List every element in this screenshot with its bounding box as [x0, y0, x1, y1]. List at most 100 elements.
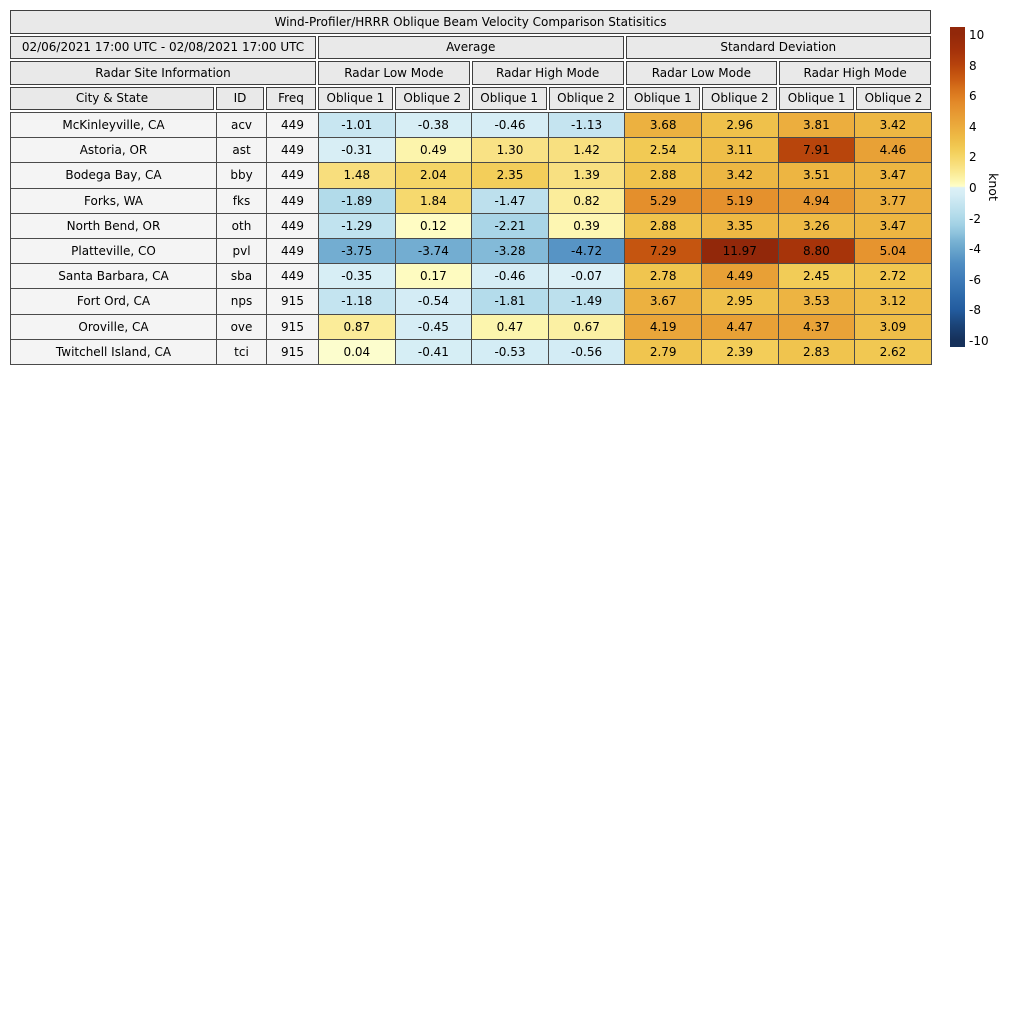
colorbar-tick-label: -10 — [969, 334, 989, 348]
value-cell: 7.91 — [777, 137, 856, 164]
col-header-city-state: City & State — [10, 86, 214, 110]
freq-cell: 449 — [266, 263, 319, 290]
colorbar-tick-label: -8 — [969, 303, 981, 318]
id-cell: fks — [216, 187, 267, 214]
value-cell: -4.72 — [547, 237, 626, 265]
value-cell: 1.84 — [394, 187, 473, 214]
value-cell: 0.49 — [394, 137, 473, 164]
value-cell: -1.29 — [318, 212, 396, 239]
value-cell: 3.35 — [700, 212, 779, 239]
value-cell: -3.75 — [318, 237, 396, 265]
value-cell: 0.17 — [394, 263, 473, 290]
value-cell: 4.47 — [700, 313, 779, 340]
id-cell: nps — [216, 288, 267, 315]
colorbar-gradient — [950, 27, 965, 347]
colorbar-tick-label: 8 — [969, 58, 977, 73]
value-cell: 2.62 — [854, 338, 932, 365]
value-cell: 3.26 — [777, 212, 856, 239]
value-cell: 3.68 — [624, 111, 702, 139]
value-cell: 3.42 — [700, 162, 779, 189]
value-cell: 2.95 — [700, 288, 779, 315]
value-cell: 1.48 — [318, 162, 396, 189]
id-cell: tci — [216, 338, 267, 365]
value-cell: 5.19 — [700, 187, 779, 214]
city-cell: Forks, WA — [10, 187, 217, 214]
value-cell: 2.45 — [777, 263, 856, 290]
value-cell: -3.74 — [394, 237, 473, 265]
value-cell: -1.13 — [547, 111, 626, 139]
city-cell: Oroville, CA — [10, 313, 217, 340]
mode-header-std-high: Radar High Mode — [779, 61, 931, 85]
value-cell: 2.96 — [700, 111, 779, 139]
col-header-freq: Freq — [266, 86, 316, 110]
colorbar-tick-label: 4 — [969, 119, 977, 134]
table-row: Santa Barbara, CA sba 449 -0.35 0.17 -0.46 -0.… — [10, 263, 932, 290]
col-header-oblique2-avg-high: Oblique 2 — [548, 86, 624, 110]
freq-cell: 449 — [266, 111, 319, 139]
colorbar-tick-label: -4 — [969, 242, 981, 257]
id-cell: ast — [216, 137, 267, 164]
value-cell: -0.56 — [547, 338, 626, 365]
col-header-oblique2-std-low: Oblique 2 — [702, 86, 778, 110]
value-cell: -0.46 — [471, 263, 549, 290]
colorbar-tick-label: -2 — [969, 211, 981, 226]
value-cell: 2.04 — [394, 162, 473, 189]
table-header: Wind-Profiler/HRRR Oblique Beam Velocity… — [10, 10, 931, 110]
id-cell: ove — [216, 313, 267, 340]
mode-header-std-low: Radar Low Mode — [625, 61, 778, 85]
value-cell: -1.49 — [547, 288, 626, 315]
value-cell: -1.81 — [471, 288, 549, 315]
value-cell: -1.47 — [471, 187, 549, 214]
colorbar-tick-label: 0 — [969, 181, 977, 195]
colorbar-tick-label: -6 — [969, 272, 981, 287]
city-cell: Twitchell Island, CA — [10, 338, 217, 365]
id-cell: bby — [216, 162, 267, 189]
value-cell: 5.04 — [854, 237, 932, 265]
value-cell: 2.78 — [624, 263, 702, 290]
value-cell: -0.41 — [394, 338, 473, 365]
col-header-id: ID — [216, 86, 264, 110]
freq-cell: 449 — [266, 237, 319, 265]
col-header-oblique1-std-high: Oblique 1 — [779, 86, 855, 110]
table-row: Fort Ord, CA nps 915 -1.18 -0.54 -1.81 -1.49 3.… — [10, 288, 932, 315]
value-cell: 3.42 — [854, 111, 932, 139]
table-row: Forks, WA fks 449 -1.89 1.84 -1.47 0.82 5.29 5.1… — [10, 187, 932, 214]
value-cell: 1.42 — [547, 137, 626, 164]
value-cell: 5.29 — [624, 187, 702, 214]
value-cell: -0.35 — [318, 263, 396, 290]
value-cell: 1.30 — [471, 137, 549, 164]
value-cell: 3.67 — [624, 288, 702, 315]
value-cell: 1.39 — [547, 162, 626, 189]
col-header-oblique2-std-high: Oblique 2 — [856, 86, 931, 110]
value-cell: 2.83 — [777, 338, 856, 365]
table-title: Wind-Profiler/HRRR Oblique Beam Velocity… — [10, 10, 931, 34]
table-row: Twitchell Island, CA tci 915 0.04 -0.41 -0.53… — [10, 338, 932, 365]
value-cell: 4.37 — [777, 313, 856, 340]
city-cell: Santa Barbara, CA — [10, 263, 217, 290]
value-cell: 3.53 — [777, 288, 856, 315]
value-cell: 3.11 — [700, 137, 779, 164]
value-cell: 3.81 — [777, 111, 856, 139]
mode-header-avg-low: Radar Low Mode — [318, 61, 470, 85]
id-cell: oth — [216, 212, 267, 239]
site-info-header: Radar Site Information — [10, 61, 316, 85]
value-cell: -2.21 — [471, 212, 549, 239]
value-cell: 2.88 — [624, 162, 702, 189]
date-range-cell: 02/06/2021 17:00 UTC - 02/08/2021 17:00 … — [10, 35, 316, 59]
group-header-average: Average — [318, 35, 624, 59]
value-cell: 0.87 — [318, 313, 396, 340]
city-cell: Fort Ord, CA — [10, 288, 217, 315]
city-cell: McKinleyville, CA — [10, 111, 217, 139]
colorbar-tick-label: 10 — [969, 28, 985, 42]
colorbar: 10 8 6 4 2 0 -2 -4 -6 -8 -10 knot — [950, 27, 1020, 348]
value-cell: -0.31 — [318, 137, 396, 164]
value-cell: 7.29 — [624, 237, 702, 265]
col-header-oblique2-avg-low: Oblique 2 — [394, 86, 470, 110]
id-cell: sba — [216, 263, 267, 290]
value-cell: -0.45 — [394, 313, 473, 340]
value-cell: 4.46 — [854, 137, 932, 164]
value-cell: 0.39 — [547, 212, 626, 239]
value-cell: 3.77 — [854, 187, 932, 214]
value-cell: 3.47 — [854, 212, 932, 239]
